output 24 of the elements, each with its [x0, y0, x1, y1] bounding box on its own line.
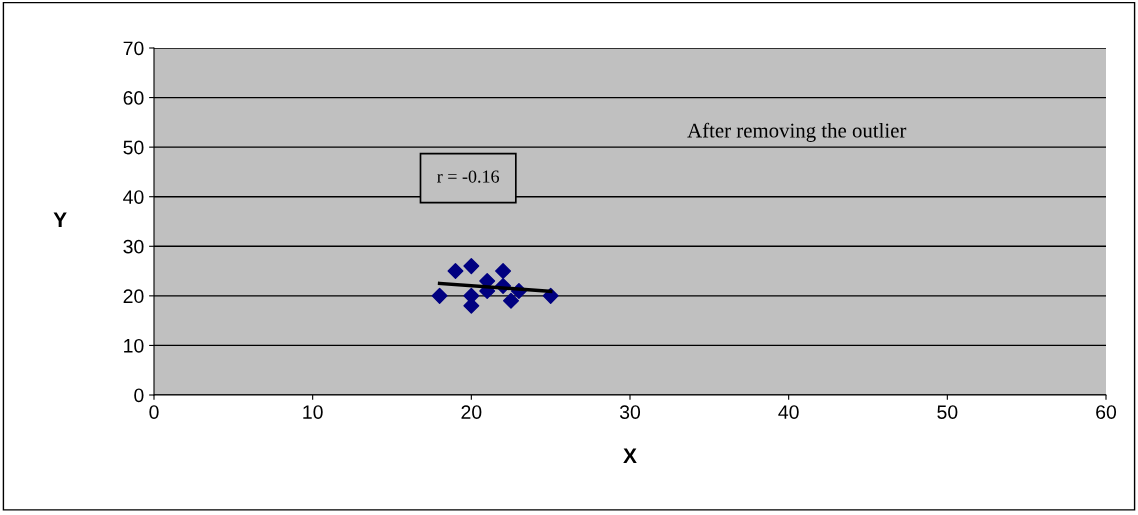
- y-tick-label: 70: [123, 41, 144, 56]
- point: [431, 287, 448, 304]
- x-tick-label: 30: [619, 405, 641, 419]
- annotation: r = -0.16: [437, 170, 500, 183]
- y-tick-label: 20: [123, 289, 144, 304]
- x-tick-label: 20: [461, 405, 482, 419]
- y-tick-label: 10: [124, 338, 144, 353]
- x-axis-title: X: [623, 448, 637, 463]
- point: [463, 258, 480, 275]
- y-tick-label: 0: [134, 388, 144, 403]
- point: [495, 263, 512, 280]
- y-tick-label: 30: [123, 239, 144, 254]
- x-tick-label: 60: [1096, 405, 1117, 419]
- y-tick-label: 50: [123, 140, 144, 155]
- y-axis-title: Y: [53, 212, 67, 227]
- x-tick-label: 0: [149, 405, 159, 419]
- point: [447, 263, 464, 280]
- point: [503, 292, 519, 309]
- x-tick-label: 10: [303, 405, 323, 419]
- x-tick-label: 40: [778, 405, 799, 419]
- y-tick-label: 40: [123, 190, 144, 204]
- y-tick-label: 60: [123, 91, 144, 105]
- x-tick-label: 50: [937, 405, 958, 419]
- annotation: After removing the outlier: [687, 122, 907, 142]
